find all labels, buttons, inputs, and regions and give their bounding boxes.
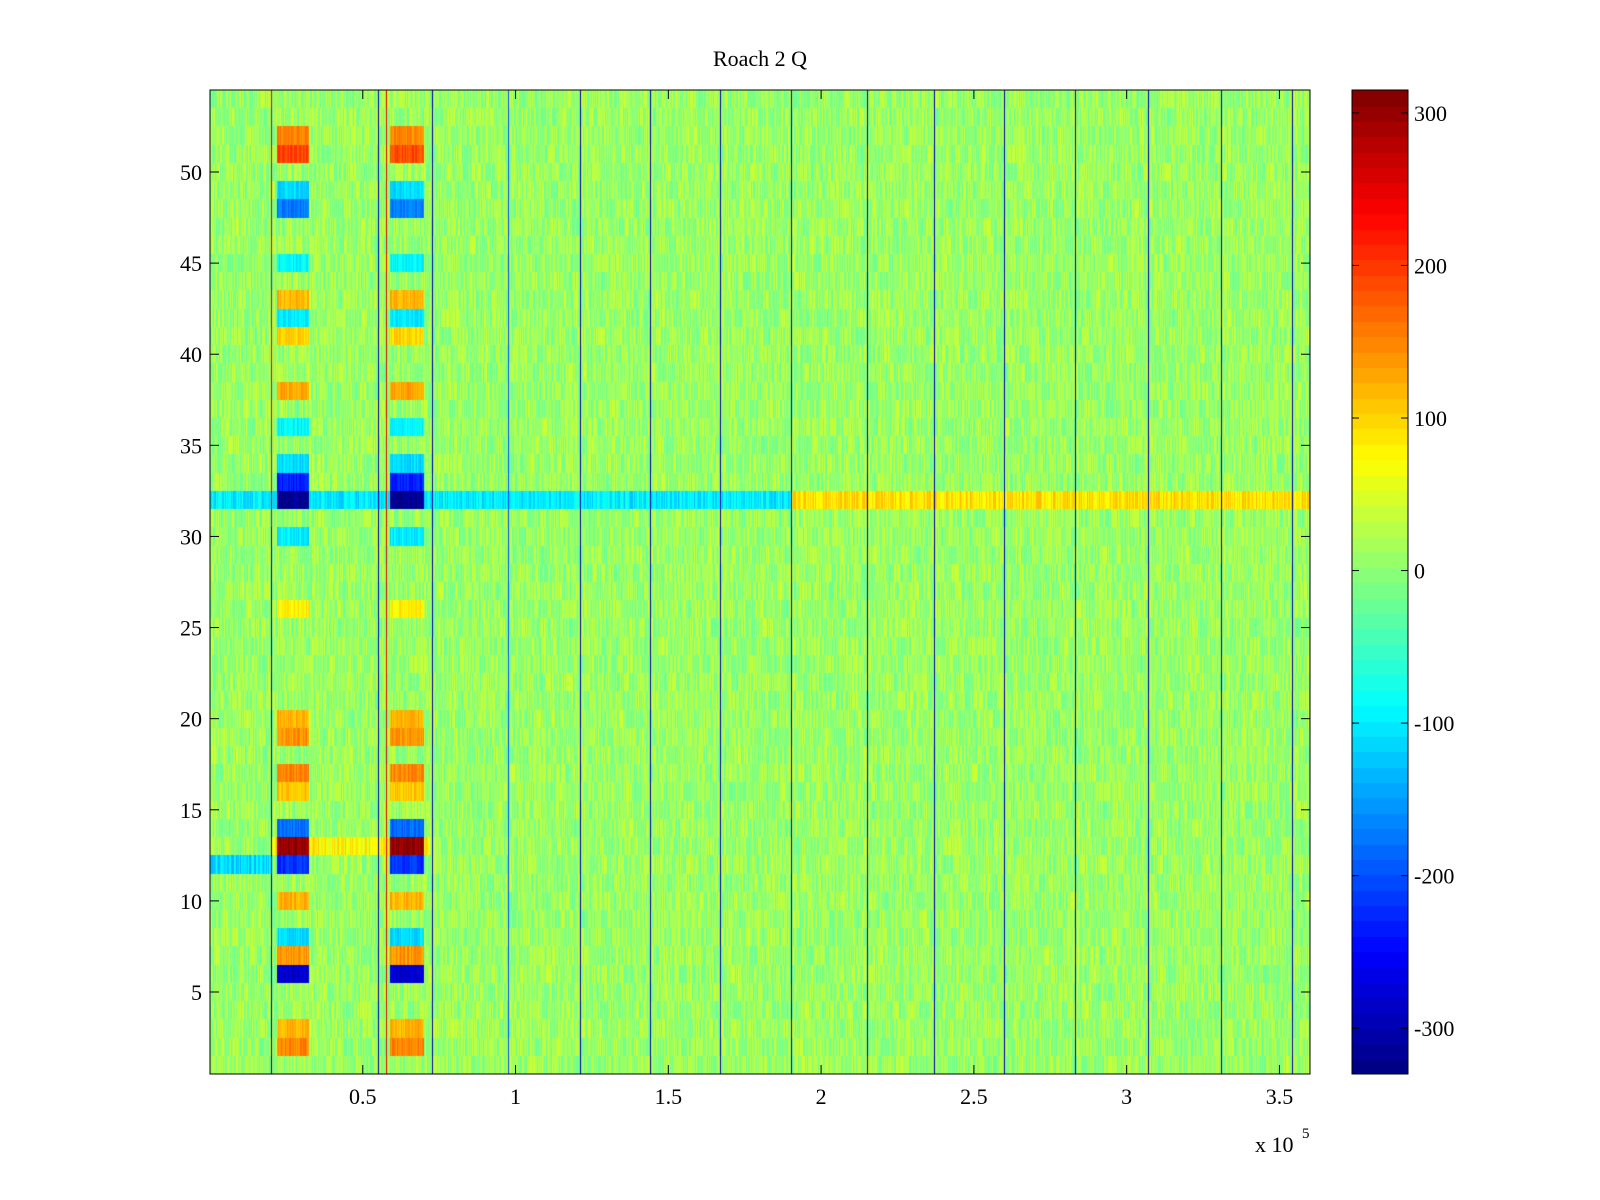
- colorbar: 300 200 100 0 -100 -200 -300: [1351, 89, 1454, 1075]
- colorbar-tick-label: -100: [1414, 711, 1454, 736]
- colorbar-tick-label: 100: [1414, 406, 1447, 431]
- x-tick-label: 2: [816, 1084, 827, 1109]
- y-tick-label: 30: [180, 524, 202, 549]
- colorbar-tick-label: 0: [1414, 559, 1425, 584]
- plot-frame: [209, 89, 1311, 1075]
- colorbar-tick-label: -300: [1414, 1016, 1454, 1041]
- colorbar-ticks: 300 200 100 0 -100 -200 -300: [1352, 101, 1454, 1041]
- heatmap-canvas: [210, 90, 1310, 1074]
- x-multiplier: x 10 5: [1255, 1126, 1310, 1157]
- y-tick-label: 10: [180, 889, 202, 914]
- x-multiplier-label: x 10: [1255, 1132, 1294, 1157]
- x-tick-label: 2.5: [960, 1084, 988, 1109]
- plot-area: [209, 89, 1311, 1075]
- colorbar-tick-label: 300: [1414, 101, 1447, 126]
- y-axis: 5 10 15 20 25 30 35 40 45 50: [180, 160, 1310, 1005]
- y-tick-label: 45: [180, 251, 202, 276]
- x-tick-label: 1.5: [655, 1084, 683, 1109]
- x-tick-label: 0.5: [349, 1084, 377, 1109]
- colorbar-canvas: [1352, 90, 1408, 1074]
- y-tick-label: 20: [180, 707, 202, 732]
- y-tick-label: 40: [180, 342, 202, 367]
- y-tick-label: 15: [180, 798, 202, 823]
- x-multiplier-exponent: 5: [1302, 1126, 1310, 1142]
- y-tick-label: 5: [191, 980, 202, 1005]
- colorbar-tick-label: 200: [1414, 253, 1447, 278]
- x-axis: 0.5 1 1.5 2 2.5 3 3.5: [349, 90, 1293, 1109]
- chart-title: Roach 2 Q: [713, 46, 807, 71]
- colorbar-tick-label: -200: [1414, 864, 1454, 889]
- x-tick-label: 3: [1121, 1084, 1132, 1109]
- y-tick-label: 25: [180, 616, 202, 641]
- x-tick-label: 3.5: [1266, 1084, 1294, 1109]
- y-tick-label: 35: [180, 433, 202, 458]
- x-tick-label: 1: [510, 1084, 521, 1109]
- y-tick-label: 50: [180, 160, 202, 185]
- colorbar-frame: [1351, 89, 1409, 1075]
